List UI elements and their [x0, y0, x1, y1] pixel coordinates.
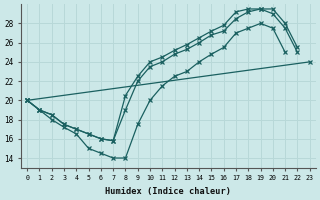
X-axis label: Humidex (Indice chaleur): Humidex (Indice chaleur) — [106, 187, 231, 196]
